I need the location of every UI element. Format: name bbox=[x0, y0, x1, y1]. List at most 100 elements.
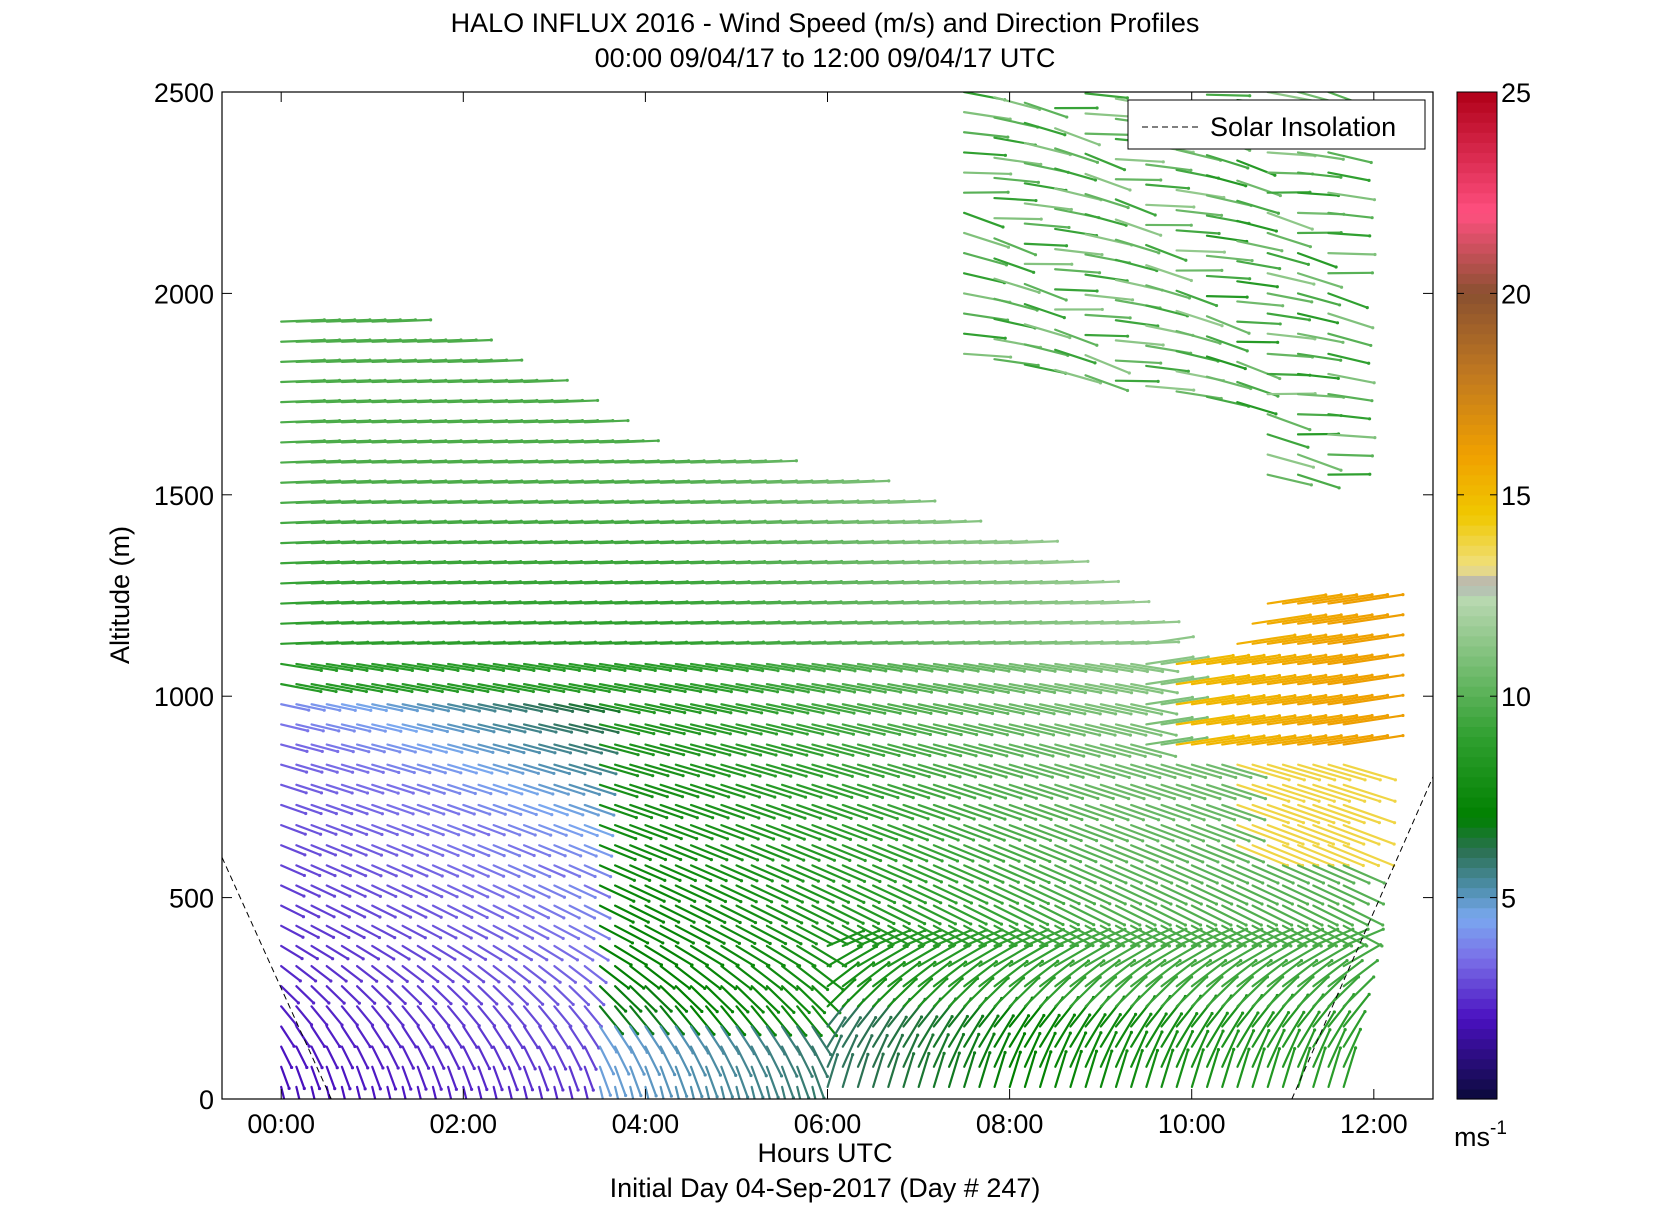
wind-vector bbox=[416, 985, 437, 1005]
wind-vector-head bbox=[322, 1044, 327, 1048]
wind-vector bbox=[750, 1045, 768, 1077]
wind-vector-head bbox=[1035, 775, 1039, 779]
wind-vector-head bbox=[445, 729, 449, 734]
wind-vector-head bbox=[1040, 959, 1045, 963]
wind-vector bbox=[295, 723, 325, 732]
wind-vector-head bbox=[516, 895, 520, 899]
wind-vector bbox=[993, 803, 1037, 821]
wind-vector bbox=[1190, 864, 1234, 885]
wind-vector-head bbox=[1064, 838, 1068, 843]
wind-vector-head bbox=[1051, 754, 1055, 758]
wind-vector-head bbox=[1381, 923, 1385, 927]
wind-vector bbox=[492, 1045, 506, 1070]
wind-vector bbox=[674, 662, 718, 672]
wind-vector-head bbox=[1080, 817, 1084, 822]
wind-vector bbox=[507, 743, 541, 754]
colorbar-segment bbox=[1457, 414, 1497, 425]
wind-vector-head bbox=[776, 1010, 781, 1014]
wind-vector bbox=[1130, 864, 1173, 885]
wind-vector bbox=[431, 703, 465, 712]
wind-vector-head bbox=[490, 771, 494, 775]
wind-vector bbox=[1145, 844, 1189, 864]
wind-vector-head bbox=[1293, 633, 1297, 637]
wind-vector bbox=[583, 743, 619, 755]
wind-vector bbox=[902, 884, 942, 904]
wind-vector-head bbox=[734, 1073, 738, 1077]
wind-vector bbox=[689, 844, 728, 861]
wind-vector bbox=[765, 924, 803, 945]
wind-vector bbox=[1084, 293, 1134, 301]
wind-vector bbox=[355, 1085, 362, 1099]
wind-vector-head bbox=[475, 750, 479, 754]
wind-vector bbox=[644, 803, 683, 819]
wind-vector bbox=[796, 985, 826, 1014]
wind-vector-head bbox=[925, 838, 929, 842]
wind-vector bbox=[1236, 783, 1290, 803]
wind-vector-head bbox=[974, 754, 978, 758]
wind-vector-head bbox=[365, 812, 369, 816]
wind-vector-head bbox=[1161, 343, 1165, 347]
wind-vector bbox=[598, 823, 637, 840]
wind-vector bbox=[1297, 714, 1358, 726]
wind-vector-head bbox=[383, 729, 387, 733]
wind-vector-head bbox=[1385, 693, 1390, 697]
wind-vector-head bbox=[486, 668, 490, 673]
wind-vector-head bbox=[1191, 655, 1195, 659]
wind-vector bbox=[1205, 864, 1249, 885]
wind-vector-head bbox=[739, 900, 743, 904]
wind-vector-head bbox=[1189, 278, 1193, 283]
wind-vector-head bbox=[1003, 336, 1007, 340]
wind-vector-head bbox=[889, 1015, 893, 1019]
wind-vector-head bbox=[1187, 818, 1191, 822]
wind-vector bbox=[750, 904, 788, 924]
wind-vector-head bbox=[1363, 799, 1367, 803]
wind-vector bbox=[659, 823, 698, 840]
wind-vector-head bbox=[634, 816, 638, 820]
wind-vector-head bbox=[923, 922, 927, 926]
wind-vector-head bbox=[377, 935, 382, 940]
wind-vector bbox=[978, 1014, 1000, 1048]
wind-vector bbox=[887, 945, 924, 968]
wind-vector bbox=[1221, 904, 1263, 927]
colorbar-segment bbox=[1457, 535, 1497, 546]
wind-vector-head bbox=[1284, 959, 1288, 963]
wind-vector bbox=[1236, 844, 1289, 867]
wind-vector bbox=[993, 176, 1040, 184]
wind-vector bbox=[340, 944, 365, 960]
wind-vector bbox=[522, 723, 558, 734]
wind-vector bbox=[1175, 674, 1235, 686]
wind-vector-head bbox=[678, 878, 682, 882]
wind-vector-head bbox=[637, 711, 641, 715]
wind-vector-head bbox=[1320, 923, 1324, 927]
wind-vector bbox=[553, 985, 575, 1006]
wind-vector bbox=[462, 924, 488, 940]
wind-vector bbox=[1084, 703, 1133, 716]
wind-vector-head bbox=[1277, 694, 1282, 698]
wind-vector bbox=[1099, 943, 1139, 968]
wind-vector bbox=[811, 864, 851, 883]
colorbar-segment bbox=[1457, 102, 1497, 113]
wind-vector bbox=[962, 332, 1007, 340]
wind-vector bbox=[416, 1085, 422, 1099]
wind-vector bbox=[280, 1025, 296, 1048]
wind-vector bbox=[978, 1033, 996, 1068]
colorbar-segment bbox=[1457, 817, 1497, 828]
wind-vector bbox=[796, 924, 833, 946]
wind-vector bbox=[598, 783, 639, 798]
wind-vector-head bbox=[1324, 593, 1328, 597]
wind-vector bbox=[872, 743, 916, 757]
colorbar-segment bbox=[1457, 585, 1497, 597]
wind-vector bbox=[811, 985, 841, 1014]
wind-vector bbox=[1297, 924, 1338, 948]
wind-vector bbox=[811, 1085, 817, 1099]
wind-vector-head bbox=[1183, 944, 1187, 948]
wind-vector bbox=[887, 763, 931, 778]
wind-vector bbox=[401, 1045, 415, 1070]
wind-vector-head bbox=[1038, 1031, 1042, 1036]
wind-vector-head bbox=[816, 900, 820, 904]
wind-vector bbox=[932, 723, 978, 736]
wind-vector bbox=[932, 763, 977, 778]
wind-vector bbox=[401, 844, 429, 857]
wind-vector bbox=[553, 743, 588, 755]
wind-vector bbox=[280, 662, 323, 672]
